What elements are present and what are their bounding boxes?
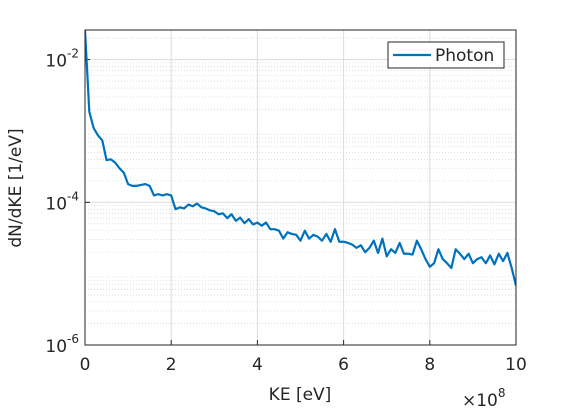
y-tick-base: 10 [45, 52, 67, 72]
x-multiplier-base: ×10 [462, 391, 498, 411]
axes-box [84, 29, 517, 346]
x-multiplier: ×108 [462, 386, 506, 412]
x-tick-label: 4 [252, 355, 263, 375]
series-line [85, 30, 516, 286]
y-tick-base: 10 [45, 337, 67, 357]
y-tick-label: 10-4 [45, 189, 79, 215]
x-tick-label: 2 [166, 355, 177, 375]
legend-label: Photon [435, 46, 494, 66]
y-tick-base: 10 [45, 194, 67, 214]
y-tick-exponent: -6 [67, 332, 79, 346]
x-tick-label: 6 [338, 355, 349, 375]
y-tick-label: 10-2 [45, 46, 79, 71]
x-axis-label: KE [eV] [269, 385, 332, 405]
y-tick-exponent: -2 [67, 46, 79, 60]
y-axis-label: dN/dKE [1/eV] [6, 128, 26, 247]
x-tick-label: 0 [80, 355, 91, 375]
x-tick-label: 8 [424, 355, 435, 375]
y-tick-exponent: -4 [67, 189, 79, 203]
x-multiplier-exponent: 8 [498, 386, 506, 400]
y-tick-label: 10-6 [45, 332, 79, 358]
x-tick-label: 10 [505, 355, 527, 375]
